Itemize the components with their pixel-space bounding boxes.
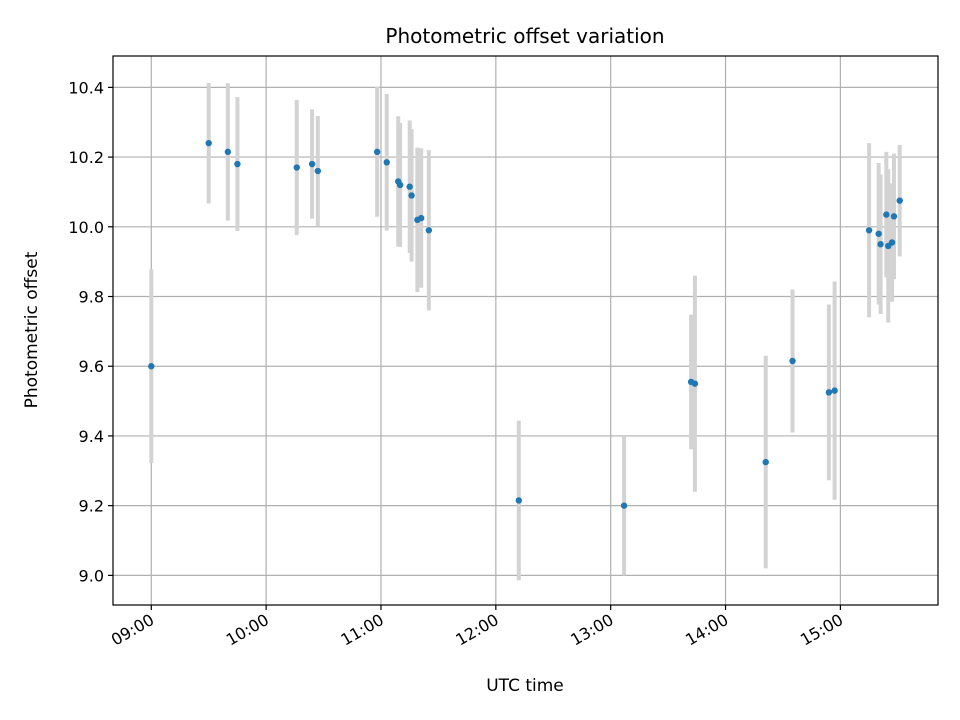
grid xyxy=(113,56,938,605)
data-point xyxy=(883,211,890,218)
y-tick-label: 9.6 xyxy=(79,357,104,376)
data-points xyxy=(148,139,903,509)
data-point xyxy=(417,214,425,222)
data-point xyxy=(383,159,390,166)
data-point xyxy=(789,357,796,365)
data-point xyxy=(896,197,903,204)
y-tick-label: 10.2 xyxy=(68,148,104,167)
plot-frame xyxy=(112,55,939,606)
data-point xyxy=(396,181,404,189)
data-point xyxy=(224,148,232,156)
data-point xyxy=(406,183,413,190)
data-point xyxy=(373,148,381,156)
y-axis-label: Photometric offset xyxy=(22,251,42,408)
y-tick-label: 9.0 xyxy=(79,566,104,585)
data-point xyxy=(308,160,316,168)
y-axis-ticks: 9.0 9.2 9.4 9.6 9.8 10.0 10.2 10.4 xyxy=(68,78,113,585)
data-point xyxy=(825,389,833,396)
y-tick-label: 9.4 xyxy=(79,427,104,446)
y-tick-label: 10.4 xyxy=(68,78,104,97)
data-point xyxy=(890,213,898,220)
data-point xyxy=(205,139,212,147)
data-point xyxy=(691,380,699,387)
data-point xyxy=(314,167,322,175)
data-point xyxy=(762,458,769,466)
data-point xyxy=(148,363,155,370)
x-axis-label: UTC time xyxy=(486,676,564,696)
data-point xyxy=(293,164,300,171)
chart-title: Photometric offset variation xyxy=(385,24,664,48)
data-point xyxy=(877,241,884,248)
data-point xyxy=(875,230,882,237)
data-point xyxy=(408,192,415,199)
y-tick-label: 9.8 xyxy=(79,288,104,307)
data-point xyxy=(865,227,873,234)
data-point xyxy=(620,502,628,509)
data-point xyxy=(234,160,241,168)
y-tick-label: 9.2 xyxy=(79,497,104,516)
data-point xyxy=(888,239,896,246)
data-point xyxy=(425,227,433,234)
data-point xyxy=(515,497,523,504)
data-point xyxy=(831,387,838,394)
y-tick-label: 10.0 xyxy=(68,218,104,237)
